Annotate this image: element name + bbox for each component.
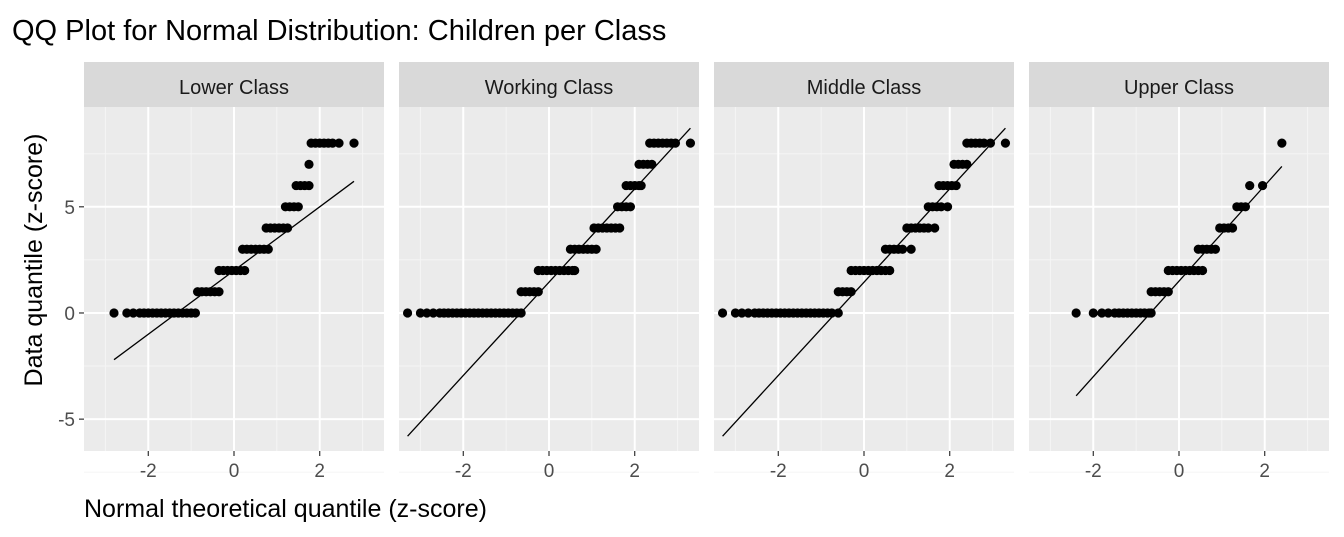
data-point — [846, 287, 856, 297]
data-point — [128, 308, 138, 318]
y-tick-label: -5 — [58, 410, 75, 431]
y-tick-label: 0 — [64, 304, 75, 325]
data-point — [670, 138, 681, 148]
facet-panel: Working Class -2 0 2 — [399, 62, 699, 482]
data-point — [1245, 180, 1255, 191]
data-point — [349, 138, 359, 148]
data-point — [122, 308, 132, 318]
data-point — [1000, 138, 1011, 148]
data-point — [717, 308, 728, 318]
data-point — [625, 202, 636, 212]
data-point — [979, 138, 989, 148]
facet-strip — [399, 62, 699, 107]
data-point — [985, 138, 996, 148]
x-tick-label: 2 — [314, 461, 325, 482]
facet-panel: Lower Class -2 0 2 -5 0 5 — [58, 62, 384, 482]
data-point — [415, 308, 426, 318]
data-point — [190, 308, 201, 318]
data-point — [1240, 202, 1251, 212]
data-point — [591, 244, 601, 254]
x-tick-label: -2 — [1085, 461, 1102, 482]
data-point — [516, 308, 526, 318]
data-point — [885, 265, 895, 276]
data-point — [1071, 308, 1081, 318]
x-tick-label: 0 — [544, 461, 555, 482]
data-point — [109, 308, 119, 318]
data-point — [936, 202, 946, 212]
data-point — [428, 308, 438, 318]
facet-strip-label: Working Class — [485, 77, 614, 99]
data-point — [304, 159, 314, 169]
data-point — [906, 244, 916, 254]
data-point — [827, 308, 837, 318]
data-point — [685, 138, 696, 148]
facet-strip — [714, 62, 1014, 107]
data-point — [240, 265, 250, 276]
data-point — [1088, 308, 1098, 318]
facet-strip-label: Middle Class — [807, 77, 921, 99]
facet-panel: Middle Class -2 0 2 — [714, 62, 1014, 482]
facet-strip-label: Upper Class — [1124, 77, 1234, 99]
data-point — [263, 244, 273, 254]
x-axis-title: Normal theoretical quantile (z-score) — [84, 495, 487, 523]
x-tick-label: 2 — [629, 461, 640, 482]
data-point — [1227, 223, 1238, 233]
data-point — [1210, 244, 1221, 254]
data-point — [1103, 308, 1113, 318]
data-point — [214, 287, 224, 297]
x-tick-label: 0 — [1174, 461, 1185, 482]
data-point — [730, 308, 741, 318]
qq-reference-line — [722, 127, 1006, 437]
data-point — [293, 202, 303, 212]
data-point — [930, 223, 940, 233]
data-point — [897, 244, 908, 254]
facet-strip — [84, 62, 384, 107]
data-point — [304, 180, 314, 191]
data-point — [282, 223, 293, 233]
data-point — [1163, 287, 1173, 297]
data-point — [647, 159, 657, 169]
data-point — [1146, 308, 1156, 318]
x-tick-label: 0 — [859, 461, 870, 482]
data-point — [962, 159, 972, 169]
data-point — [636, 180, 646, 191]
x-tick-label: -2 — [140, 461, 157, 482]
x-tick-label: -2 — [455, 461, 472, 482]
chart-title: QQ Plot for Normal Distribution: Childre… — [12, 15, 666, 47]
data-point — [942, 202, 953, 212]
data-point — [951, 180, 961, 191]
data-point — [1097, 308, 1107, 318]
data-point — [737, 308, 747, 318]
x-tick-label: -2 — [770, 461, 787, 482]
data-point — [334, 138, 344, 148]
y-axis-title: Data quantile (z-score) — [20, 134, 48, 387]
data-point — [833, 308, 843, 318]
data-point — [402, 308, 413, 318]
data-point — [1257, 180, 1268, 191]
facet-strip — [1029, 62, 1329, 107]
data-point — [1197, 265, 1208, 276]
data-point — [570, 265, 580, 276]
data-point — [327, 138, 338, 148]
facet-strip-label: Lower Class — [179, 77, 289, 99]
y-tick-label: 5 — [64, 198, 75, 219]
data-point — [923, 223, 933, 233]
data-point — [533, 287, 543, 297]
qq-reference-line — [407, 127, 691, 437]
x-tick-label: 0 — [229, 461, 240, 482]
facet-panel: Upper Class -2 0 2 — [1029, 62, 1329, 482]
x-tick-label: 2 — [944, 461, 955, 482]
data-point — [743, 308, 753, 318]
data-point — [1277, 138, 1287, 148]
data-point — [615, 223, 625, 233]
x-tick-label: 2 — [1259, 461, 1270, 482]
data-point — [422, 308, 432, 318]
